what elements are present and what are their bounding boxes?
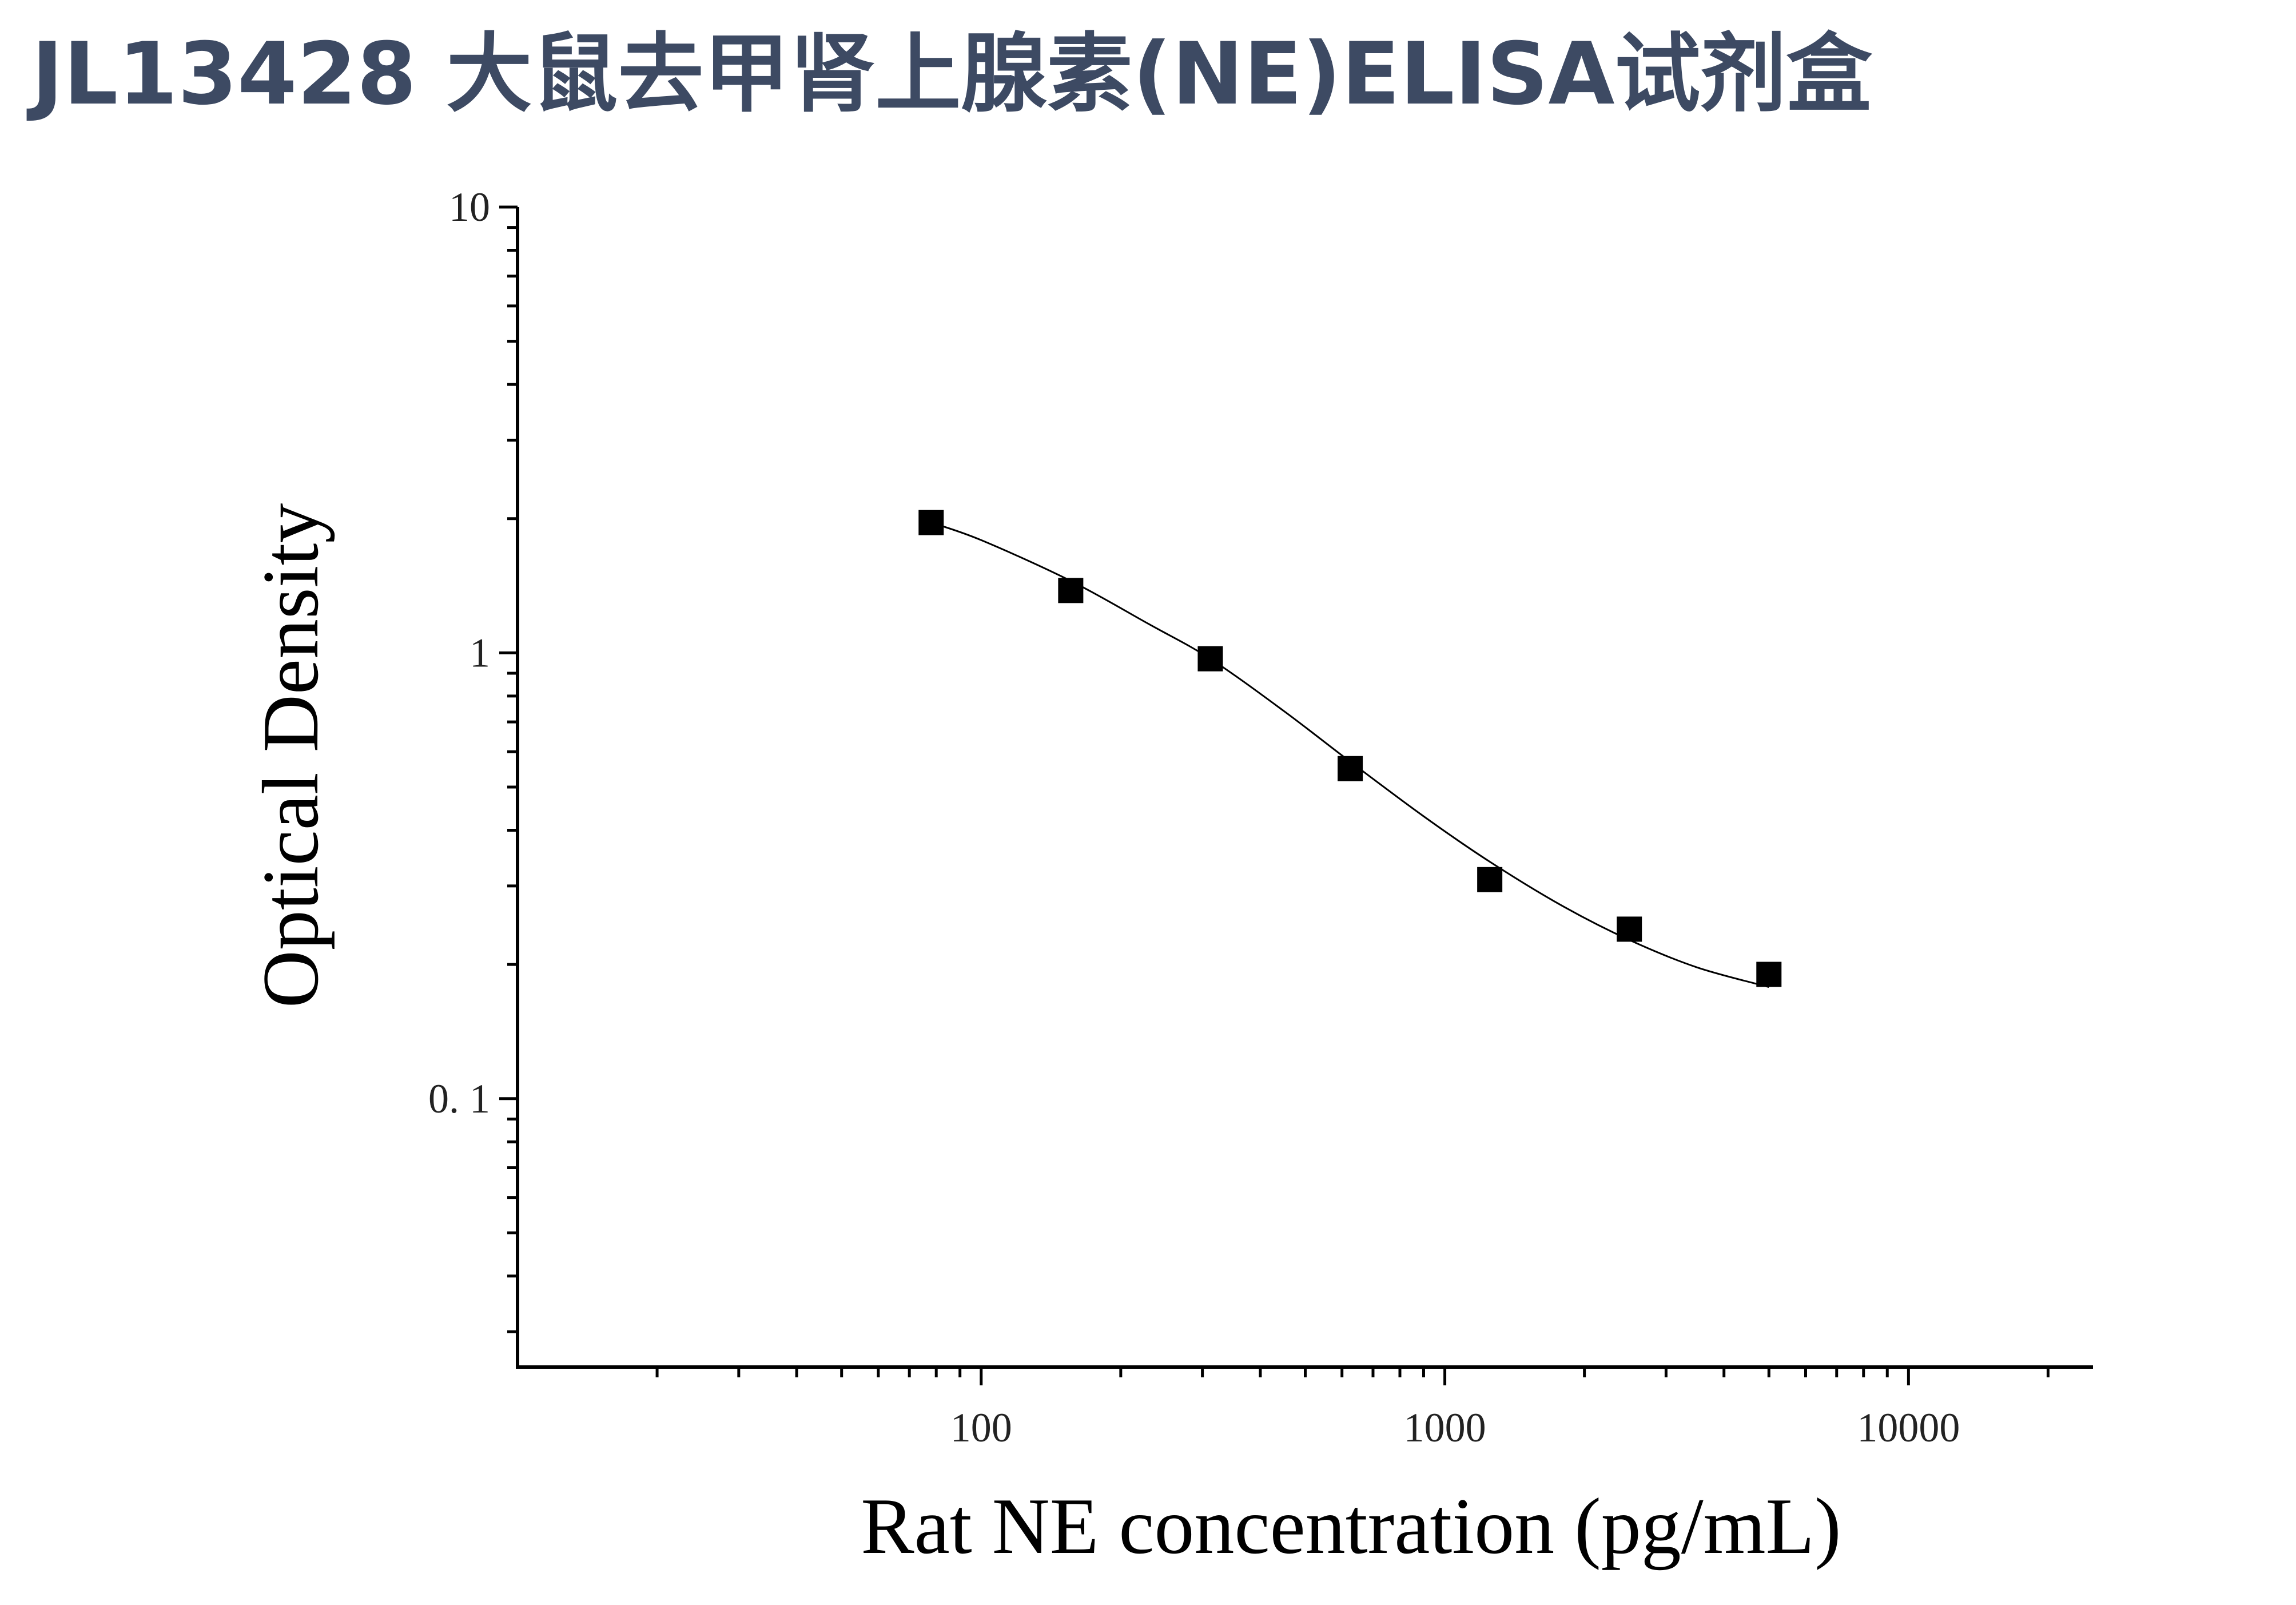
y-tick-label: 10: [449, 184, 490, 230]
x-tick-label: 1000: [1404, 1405, 1486, 1451]
axes: [516, 207, 2093, 1369]
data-point: [1338, 756, 1363, 781]
data-points: [918, 510, 1782, 987]
data-point: [1477, 867, 1503, 892]
x-axis-ticks: 100 1000 10000: [655, 1367, 2050, 1451]
chart-title: JL13428 大鼠去甲肾上腺素(NE)ELISA试剂盒: [31, 25, 1872, 124]
fit-curve-group: [930, 522, 1769, 988]
data-point: [1756, 962, 1782, 987]
y-axis-label: Optical Density: [246, 503, 335, 1008]
data-point: [918, 510, 944, 535]
y-axis-ticks: 10 1 0. 1: [428, 184, 518, 1333]
y-tick-label: 0. 1: [428, 1076, 490, 1122]
x-axis-label: Rat NE concentration (pg/mL): [861, 1482, 1841, 1571]
data-point: [1058, 578, 1084, 603]
data-point: [1617, 916, 1642, 942]
x-tick-label: 100: [950, 1405, 1012, 1451]
x-tick-label: 10000: [1857, 1405, 1960, 1451]
data-point: [1197, 646, 1223, 672]
fit-curve: [930, 522, 1769, 988]
y-tick-label: 1: [469, 630, 490, 676]
